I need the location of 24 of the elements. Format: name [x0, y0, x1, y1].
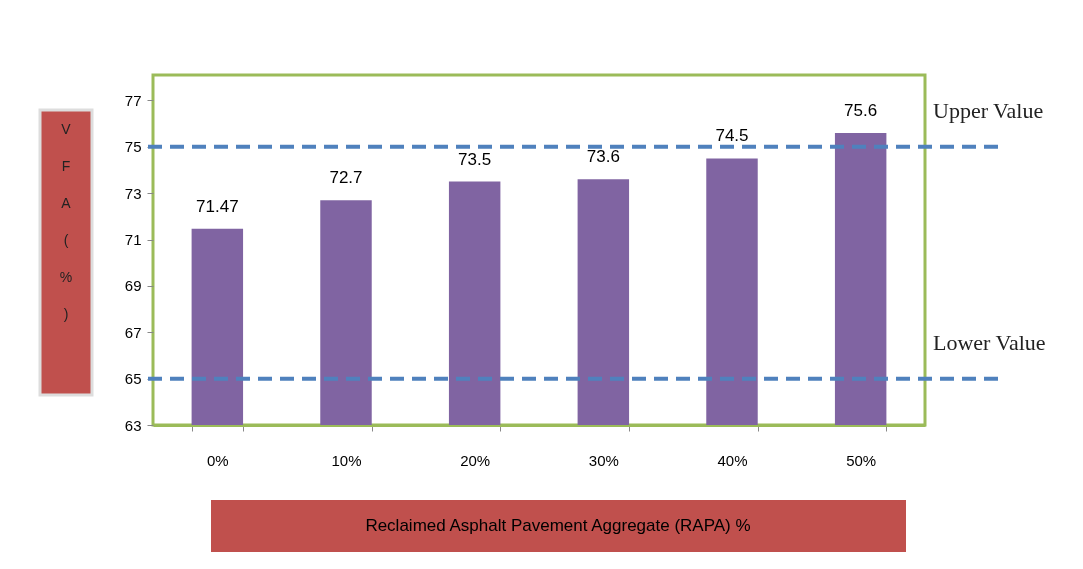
data-label: 72.7 — [329, 168, 363, 188]
y-tick-label: 65 — [124, 370, 142, 388]
data-label: 73.5 — [458, 149, 492, 169]
x-tick-label: 10% — [331, 451, 362, 469]
x-tick-label: 50% — [846, 451, 877, 469]
y-tick-label: 63 — [124, 416, 142, 434]
x-tick-label: 30% — [588, 451, 619, 469]
text: VFA (%) — [59, 121, 73, 322]
y-tick-label: 75 — [124, 138, 142, 156]
x-tick-label: 20% — [460, 451, 491, 469]
data-label: 75.6 — [844, 100, 878, 120]
data-label: 71.47 — [196, 196, 239, 216]
x-tick-label: 0% — [206, 451, 229, 469]
y-tick-label: 77 — [124, 92, 142, 109]
y-tick-label: 67 — [124, 323, 142, 341]
y-tick-label: 73 — [124, 184, 142, 202]
y-tick-label: 71 — [124, 231, 142, 249]
x-axis-title: Reclaimed Asphalt Pavement Aggregate (RAPA) % — [365, 516, 751, 535]
x-tick-label: 40% — [717, 451, 748, 469]
data-label: 73.6 — [586, 147, 620, 167]
data-label: 74.5 — [715, 126, 749, 146]
y-tick-label: 69 — [124, 277, 142, 295]
ref-line-label: Lower Value — [933, 329, 1046, 355]
ref-line-label: Upper Value — [933, 97, 1044, 123]
